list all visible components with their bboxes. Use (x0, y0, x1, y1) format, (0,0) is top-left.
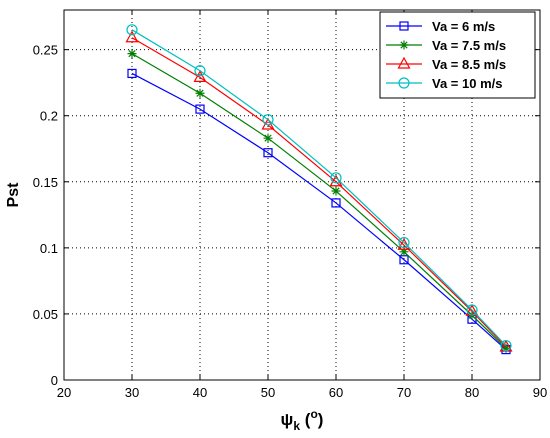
y-tick-label: 0.05 (33, 307, 58, 322)
data-point (195, 104, 205, 114)
legend-label: Va = 6 m/s (432, 19, 495, 34)
data-point (194, 65, 206, 77)
x-tick-label: 90 (533, 385, 547, 400)
legend-item: Va = 8.5 m/s (386, 56, 506, 72)
data-point (262, 114, 274, 126)
data-point (399, 21, 409, 31)
data-point (263, 148, 273, 158)
data-point (127, 49, 137, 59)
data-point (466, 304, 478, 316)
legend-label: Va = 10 m/s (432, 76, 502, 91)
data-point (195, 88, 205, 98)
y-tick-label: 0.25 (33, 43, 58, 58)
data-point (126, 24, 138, 36)
data-point (397, 237, 411, 250)
x-axis-label-close: ) (318, 410, 324, 429)
series-line (131, 37, 507, 348)
x-tick-label: 40 (193, 385, 207, 400)
data-point (399, 247, 409, 257)
y-axis-label: Pst (5, 182, 22, 208)
data-point (330, 172, 342, 184)
series-circle (126, 24, 512, 352)
series-line (131, 29, 507, 347)
legend-item: Va = 10 m/s (386, 76, 502, 91)
data-point (193, 70, 207, 82)
series-layer (125, 24, 513, 355)
x-tick-label: 70 (397, 385, 411, 400)
legend: Va = 6 m/s Va = 7.5 m/s Va = 8.5 m/s Va = 1… (379, 11, 536, 99)
data-point (331, 186, 341, 196)
data-point (399, 40, 409, 50)
y-tick-label: 0.1 (40, 241, 58, 256)
data-point (263, 133, 273, 143)
data-point (397, 56, 411, 69)
axis-ticks: 20 30 40 50 60 70 80 90 0 0.05 0.1 0.15 0.2 0.25 (33, 10, 547, 400)
y-tick-label: 0 (51, 373, 58, 388)
data-point (500, 340, 512, 352)
legend-item: Va = 6 m/s (386, 19, 495, 34)
x-tick-label: 20 (57, 385, 71, 400)
legend-label: Va = 8.5 m/s (432, 57, 506, 72)
data-point (398, 77, 410, 89)
data-point (331, 198, 341, 208)
legend-label: Va = 7.5 m/s (432, 38, 506, 53)
data-point (125, 30, 139, 43)
x-axis-label-open: ( (300, 410, 311, 429)
data-point (398, 236, 410, 249)
x-tick-label: 60 (329, 385, 343, 400)
x-axis-label-main: ψ (281, 410, 294, 429)
x-axis-label-degree: o (310, 407, 317, 421)
x-tick-label: 30 (125, 385, 139, 400)
x-axis-label: ψk (o) (281, 407, 324, 433)
plot-frame (63, 9, 541, 381)
x-axis-label-sub: k (293, 419, 300, 433)
x-tick-label: 50 (261, 385, 275, 400)
y-tick-label: 0.15 (33, 175, 58, 190)
y-tick-label: 0.2 (40, 109, 58, 124)
x-tick-label: 80 (465, 385, 479, 400)
data-point (501, 343, 511, 353)
data-point (127, 68, 137, 79)
legend-item: Va = 7.5 m/s (386, 38, 506, 53)
